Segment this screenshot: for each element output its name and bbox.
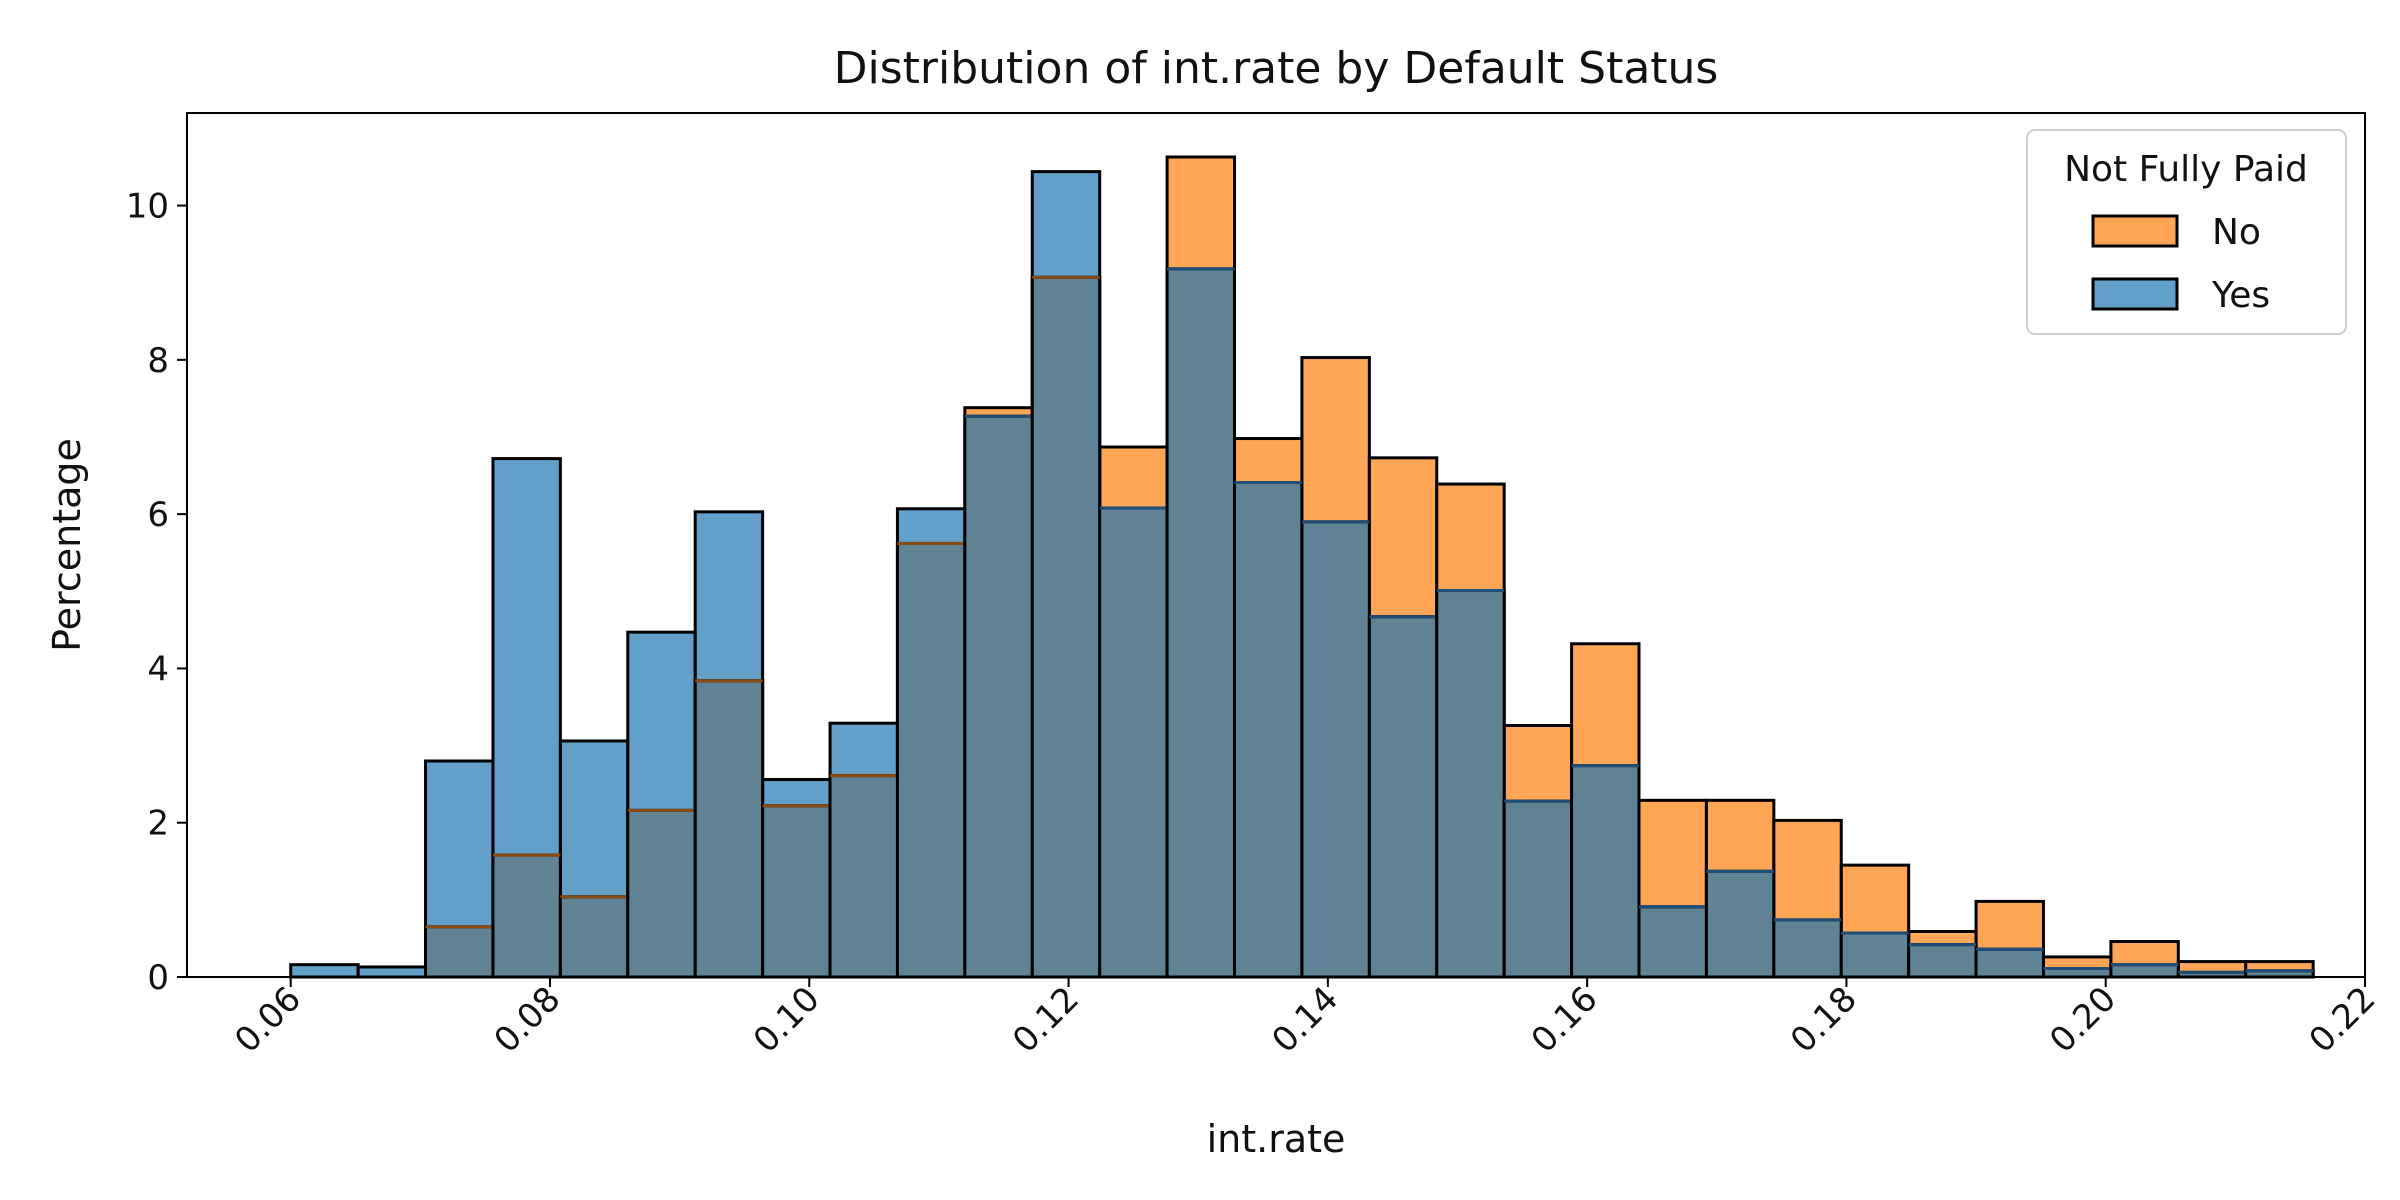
x-axis-label: int.rate [1207,1117,1346,1161]
bar-overlap [1367,615,1439,979]
legend-label-no: No [2212,212,2261,253]
bar-overlap [1772,918,1843,979]
legend: Not Fully Paid No Yes [2026,129,2347,335]
chart-title: Distribution of int.rate by Default Stat… [834,43,1719,94]
overlap-bars [424,267,2315,979]
bar-overlap [626,808,697,979]
legend-swatch-no [2091,214,2179,248]
bar-overlap [1098,506,1169,979]
y-axis-label: Percentage [45,438,89,652]
bar-overlap [693,679,765,979]
bar-overlap [1165,267,1237,979]
bar-yes [289,963,360,979]
bar-overlap [1570,764,1641,979]
bar-overlap [1300,520,1371,979]
bar-overlap [1030,275,1102,979]
legend-label-yes: Yes [2211,275,2270,316]
bar-overlap [2109,963,2180,979]
bar-overlap [963,414,1034,979]
y-tick-label: 6 [147,495,169,535]
legend-swatch-yes [2091,277,2179,311]
y-tick-label: 8 [147,341,169,381]
bar-overlap [1435,589,1506,979]
bar-overlap [1502,799,1574,979]
y-tick-label: 10 [126,187,169,227]
bar-overlap [1704,869,1776,979]
y-axis-ticks: 0 2 4 6 8 10 [126,187,187,998]
y-tick-label: 2 [147,804,169,844]
legend-title: Not Fully Paid [2064,149,2308,190]
bar-overlap [1974,947,2045,979]
bar-overlap [1907,943,1978,979]
bar-overlap [1637,905,1708,979]
y-tick-label: 0 [147,958,169,998]
bar-overlap [491,853,562,979]
bar-overlap [1233,481,1304,979]
bar-overlap [828,774,899,979]
bar-overlap [761,804,832,979]
bar-overlap [558,895,630,979]
bar-overlap [424,925,495,979]
y-tick-label: 4 [147,649,169,689]
bar-overlap [895,541,967,979]
bar-yes [356,965,428,979]
plot-frame [186,112,2366,978]
bar-overlap [1839,931,1911,979]
